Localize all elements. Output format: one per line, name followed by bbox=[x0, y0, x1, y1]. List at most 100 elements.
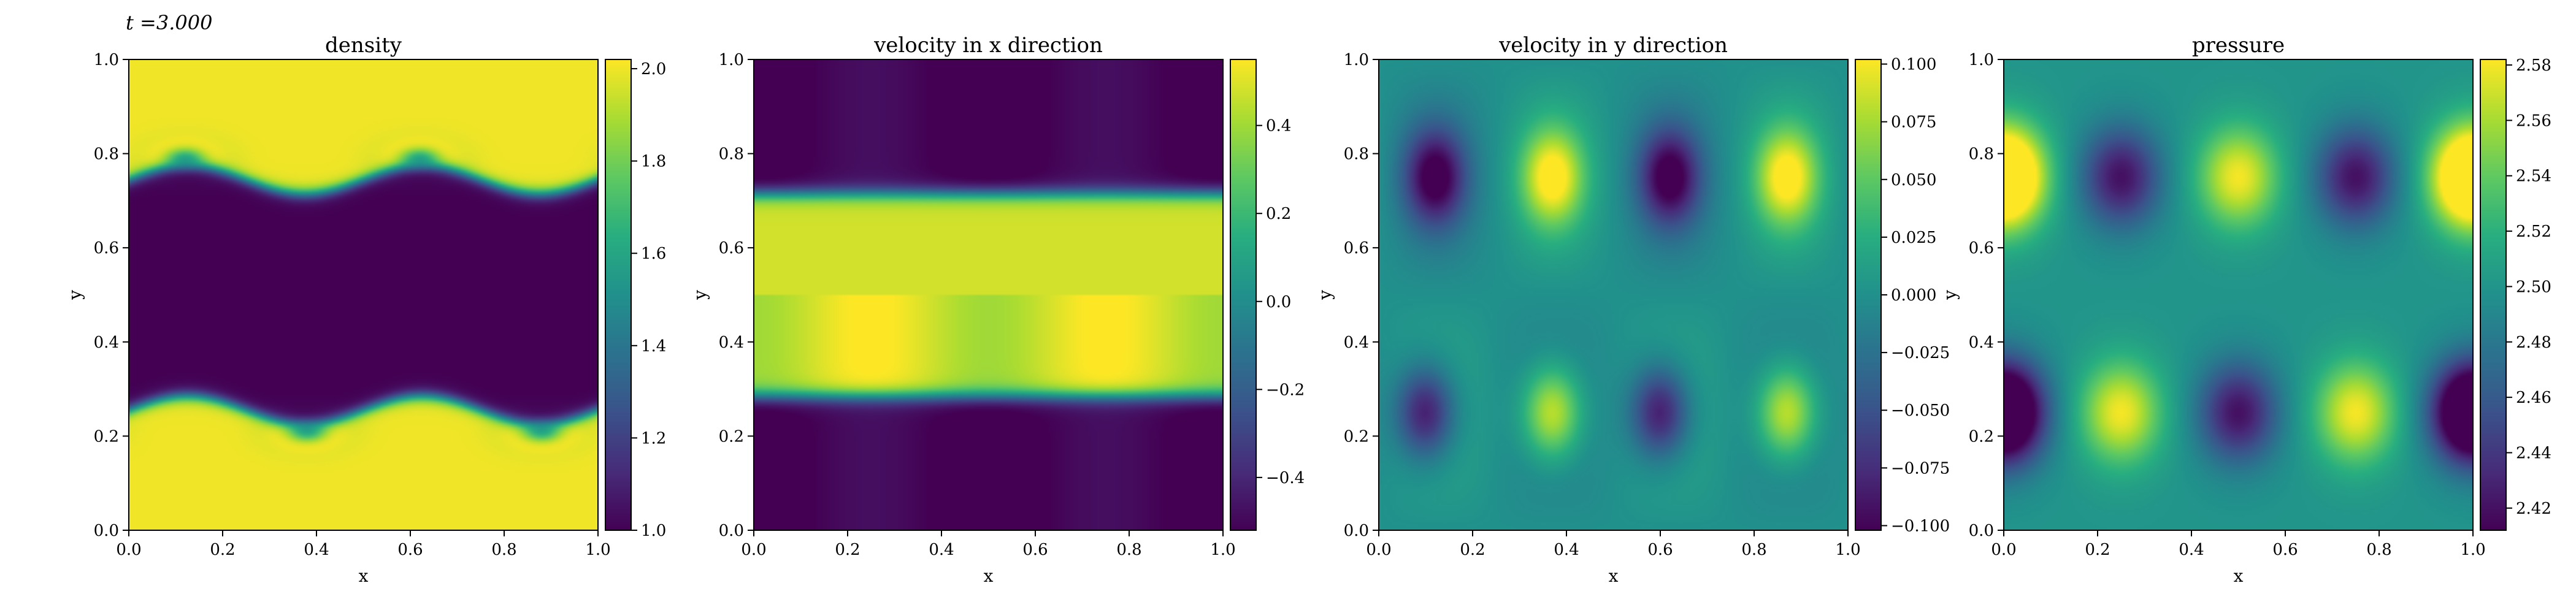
x-tick-label: 0.8 bbox=[1116, 541, 1141, 559]
x-tick-label: 0.8 bbox=[491, 541, 516, 559]
y-tick-label: 0.0 bbox=[94, 522, 119, 540]
y-axis-label: y bbox=[690, 290, 710, 300]
colorbar-tick-label: −0.050 bbox=[1891, 402, 1950, 420]
colorbar bbox=[2480, 59, 2506, 530]
colorbar-tick-label: 2.0 bbox=[641, 60, 666, 78]
x-tick-label: 0.8 bbox=[2366, 541, 2391, 559]
heatmap-velocity-in-y-direction bbox=[1379, 59, 1848, 530]
colorbar-tick-label: 1.8 bbox=[641, 153, 666, 171]
panel-density: density 0.0 0.2 0.4 0.6 0.8 1.0 0.0 0.2 0.4 0.6 0.8… bbox=[65, 33, 666, 586]
y-tick-label: 0.0 bbox=[1344, 522, 1369, 540]
x-tick-label: 0.2 bbox=[1460, 541, 1485, 559]
colorbar-tick-label: 1.4 bbox=[641, 337, 666, 356]
colorbar bbox=[605, 59, 631, 530]
y-tick-label: 1.0 bbox=[1344, 51, 1369, 69]
y-tick-label: 0.6 bbox=[719, 239, 744, 257]
colorbar-tick-label: 2.58 bbox=[2516, 56, 2551, 75]
colorbar-tick-label: 0.100 bbox=[1891, 56, 1936, 74]
y-tick-label: 0.4 bbox=[94, 333, 119, 352]
x-tick-label: 0.2 bbox=[835, 541, 860, 559]
x-tick-label: 0.4 bbox=[1554, 541, 1579, 559]
x-tick-label: 0.6 bbox=[2272, 541, 2298, 559]
colorbar-tick-label: 0.2 bbox=[1266, 205, 1291, 223]
x-tick-label: 0.0 bbox=[1366, 541, 1391, 559]
colorbar-tick-label: −0.2 bbox=[1266, 381, 1305, 399]
colorbar-tick-label: 0.025 bbox=[1891, 229, 1936, 247]
x-tick-label: 0.6 bbox=[1647, 541, 1673, 559]
y-tick-label: 1.0 bbox=[1969, 51, 1994, 69]
y-tick-label: 0.6 bbox=[94, 239, 119, 257]
panel-velocity-in-y-direction: velocity in y direction 0.0 0.2 0.4 0.6 0.8 1.… bbox=[1315, 33, 1950, 586]
x-tick-label: 0.2 bbox=[2085, 541, 2110, 559]
x-axis-label: x bbox=[984, 566, 994, 586]
y-tick-label: 0.0 bbox=[719, 522, 744, 540]
y-tick-label: 0.2 bbox=[1344, 427, 1369, 446]
colorbar-tick-label: −0.025 bbox=[1891, 344, 1950, 362]
colorbar-frame bbox=[1230, 59, 1257, 531]
x-axis-label: x bbox=[1609, 566, 1619, 586]
colorbar-tick-label: 2.52 bbox=[2516, 223, 2551, 241]
colorbar bbox=[1230, 59, 1256, 530]
colorbar-tick-label: 2.56 bbox=[2516, 112, 2551, 130]
panel-title: density bbox=[325, 33, 402, 58]
x-tick-label: 0.2 bbox=[210, 541, 235, 559]
colorbar-tick-label: 2.54 bbox=[2516, 167, 2551, 186]
y-tick-label: 0.4 bbox=[1969, 333, 1994, 352]
y-tick-label: 0.8 bbox=[719, 145, 744, 164]
plot-frame bbox=[753, 59, 1224, 531]
panel-title: pressure bbox=[2192, 33, 2285, 58]
x-tick-label: 0.4 bbox=[304, 541, 329, 559]
y-tick-label: 0.6 bbox=[1344, 239, 1369, 257]
y-tick-label: 0.8 bbox=[94, 145, 119, 164]
x-tick-label: 1.0 bbox=[1210, 541, 1235, 559]
heatmap-velocity-in-x-direction bbox=[754, 59, 1223, 530]
colorbar-tick-label: 2.48 bbox=[2516, 333, 2551, 352]
colorbar-tick-label: 1.6 bbox=[641, 245, 666, 263]
x-tick-label: 1.0 bbox=[585, 541, 610, 559]
colorbar-tick-label: 1.2 bbox=[641, 429, 666, 447]
colorbar-frame bbox=[605, 59, 632, 531]
colorbar-tick-label: 0.050 bbox=[1891, 171, 1936, 189]
plot-frame bbox=[128, 59, 599, 531]
y-tick-label: 1.0 bbox=[94, 51, 119, 69]
y-axis-label: y bbox=[1315, 290, 1335, 300]
y-tick-label: 0.6 bbox=[1969, 239, 1994, 257]
colorbar-tick-label: 2.46 bbox=[2516, 389, 2551, 407]
x-axis-label: x bbox=[359, 566, 369, 586]
x-tick-label: 0.4 bbox=[2179, 541, 2204, 559]
x-tick-label: 0.8 bbox=[1741, 541, 1766, 559]
colorbar bbox=[1855, 59, 1881, 530]
panel-title: velocity in x direction bbox=[873, 33, 1103, 58]
y-tick-label: 0.2 bbox=[719, 427, 744, 446]
time-label: t =3.000 bbox=[126, 11, 212, 34]
x-tick-label: 0.0 bbox=[741, 541, 766, 559]
y-tick-label: 0.8 bbox=[1344, 145, 1369, 164]
x-axis-label: x bbox=[2234, 566, 2244, 586]
colorbar-tick-label: 0.075 bbox=[1891, 113, 1936, 132]
colorbar-tick-label: −0.075 bbox=[1891, 459, 1950, 478]
colorbar-tick-label: −0.100 bbox=[1891, 517, 1950, 535]
colorbar-tick-label: 2.44 bbox=[2516, 444, 2551, 463]
y-tick-label: 0.4 bbox=[719, 333, 744, 352]
x-tick-label: 0.0 bbox=[116, 541, 141, 559]
y-axis-label: y bbox=[65, 290, 85, 300]
x-tick-label: 0.0 bbox=[1991, 541, 2016, 559]
panel-title: velocity in y direction bbox=[1498, 33, 1728, 58]
x-tick-label: 0.6 bbox=[1022, 541, 1048, 559]
y-tick-label: 0.8 bbox=[1969, 145, 1994, 164]
y-tick-label: 0.0 bbox=[1969, 522, 1994, 540]
plot-frame bbox=[1378, 59, 1849, 531]
heatmap-pressure bbox=[2004, 59, 2473, 530]
y-tick-label: 0.2 bbox=[94, 427, 119, 446]
x-tick-label: 1.0 bbox=[2460, 541, 2485, 559]
colorbar-tick-label: 2.42 bbox=[2516, 500, 2551, 518]
plot-frame bbox=[2003, 59, 2474, 531]
colorbar-tick-label: 1.0 bbox=[641, 522, 666, 540]
panel-pressure: pressure 0.0 0.2 0.4 0.6 0.8 1.0 0.0 0.2 0.4 0.6 0.… bbox=[1940, 33, 2551, 586]
x-tick-label: 1.0 bbox=[1835, 541, 1860, 559]
colorbar-tick-label: −0.4 bbox=[1266, 469, 1305, 487]
y-tick-label: 1.0 bbox=[719, 51, 744, 69]
colorbar-tick-label: 0.0 bbox=[1266, 293, 1291, 311]
y-tick-label: 0.4 bbox=[1344, 333, 1369, 352]
